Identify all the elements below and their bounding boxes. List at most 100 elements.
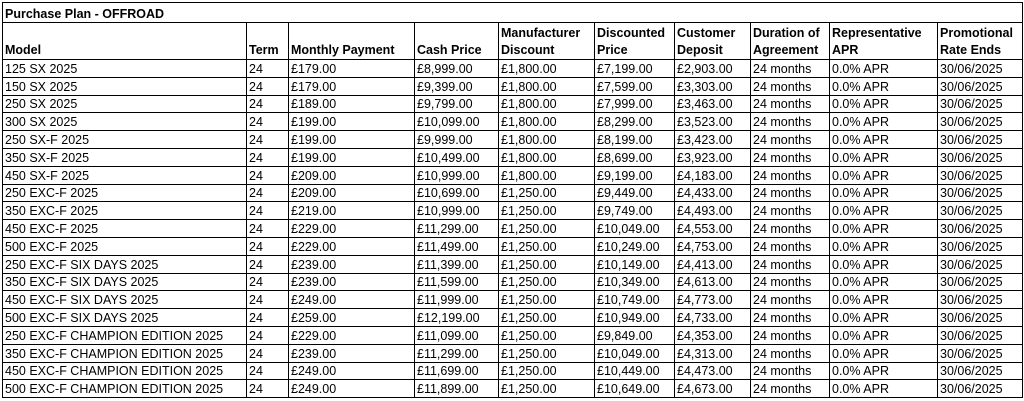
cell: £8,199.00	[594, 130, 675, 149]
cell: 24	[246, 343, 289, 363]
cell: 0.0% APR	[829, 94, 938, 114]
cell: £1,800.00	[498, 112, 595, 132]
cell: 30/06/2025	[937, 130, 1023, 149]
cell: 24	[246, 254, 289, 274]
cell: 250 SX-F 2025	[2, 130, 247, 149]
data-row: 450 SX-F 2025 24 £209.00 £10,999.00 £1,800.0…	[2, 165, 1023, 185]
cell: £4,313.00	[674, 343, 751, 363]
cell: £229.00	[288, 236, 415, 256]
data-row: 250 EXC-F SIX DAYS 2025 24 £239.00 £11,399.…	[2, 254, 1023, 274]
cell: £4,183.00	[674, 165, 751, 185]
data-row: 500 EXC-F 2025 24 £229.00 £11,499.00 £1,250.…	[2, 236, 1023, 256]
cell: £11,599.00	[414, 272, 499, 292]
cell: £1,800.00	[498, 130, 595, 149]
cell: £10,049.00	[594, 219, 675, 238]
cell: 24 months	[750, 165, 830, 185]
cell: £209.00	[288, 183, 415, 203]
cell: £1,250.00	[498, 254, 595, 274]
cell: £7,599.00	[594, 76, 675, 96]
cell: 24	[246, 59, 289, 78]
cell: £9,999.00	[414, 130, 499, 149]
cell: 30/06/2025	[937, 59, 1023, 78]
cell: 0.0% APR	[829, 76, 938, 96]
cell: £209.00	[288, 165, 415, 185]
data-row: 250 SX 2025 24 £189.00 £9,799.00 £1,800.00 £7…	[2, 94, 1023, 114]
data-row: 125 SX 2025 24 £179.00 £8,999.00 £1,800.00 £7…	[2, 59, 1023, 78]
cell: £1,250.00	[498, 183, 595, 203]
header-row: Model Term Monthly Payment Cash Price Manufa…	[2, 22, 1023, 60]
cell: 30/06/2025	[937, 308, 1023, 327]
cell: 350 SX-F 2025	[2, 147, 247, 167]
cell: 0.0% APR	[829, 183, 938, 203]
data-row: 350 EXC-F SIX DAYS 2025 24 £239.00 £11,599.…	[2, 272, 1023, 292]
cell: 500 EXC-F 2025	[2, 236, 247, 256]
cell: 0.0% APR	[829, 165, 938, 185]
cell: 24 months	[750, 290, 830, 310]
cell: 24 months	[750, 219, 830, 238]
cell: 0.0% APR	[829, 112, 938, 132]
cell: £3,923.00	[674, 147, 751, 167]
cell: 30/06/2025	[937, 76, 1023, 96]
cell: 30/06/2025	[937, 147, 1023, 167]
cell: 0.0% APR	[829, 201, 938, 221]
cell: £239.00	[288, 343, 415, 363]
cell: £11,299.00	[414, 219, 499, 238]
cell: 500 EXC-F SIX DAYS 2025	[2, 308, 247, 327]
cell: £229.00	[288, 325, 415, 345]
column-header: Cash Price	[414, 22, 499, 60]
cell: 24	[246, 130, 289, 149]
cell: 24 months	[750, 272, 830, 292]
data-row: 250 EXC-F CHAMPION EDITION 2025 24 £229.00…	[2, 325, 1023, 345]
cell: £3,463.00	[674, 94, 751, 114]
cell: 24 months	[750, 76, 830, 96]
cell: 24	[246, 272, 289, 292]
cell: £239.00	[288, 272, 415, 292]
cell: £1,250.00	[498, 201, 595, 221]
cell: 24	[246, 308, 289, 327]
cell: £8,999.00	[414, 59, 499, 78]
cell: £11,699.00	[414, 361, 499, 381]
cell: 24 months	[750, 94, 830, 114]
cell: 30/06/2025	[937, 254, 1023, 274]
data-row: 500 EXC-F SIX DAYS 2025 24 £259.00 £12,199.…	[2, 308, 1023, 327]
cell: £4,473.00	[674, 361, 751, 381]
cell: £11,099.00	[414, 325, 499, 345]
cell: £249.00	[288, 379, 415, 399]
cell: £1,250.00	[498, 219, 595, 238]
cell: 24	[246, 94, 289, 114]
cell: £199.00	[288, 130, 415, 149]
cell: £7,199.00	[594, 59, 675, 78]
column-header: Discounted Price	[594, 22, 675, 60]
cell: £1,250.00	[498, 272, 595, 292]
cell: 0.0% APR	[829, 308, 938, 327]
cell: 250 EXC-F CHAMPION EDITION 2025	[2, 325, 247, 345]
cell: 300 SX 2025	[2, 112, 247, 132]
data-row: 450 EXC-F SIX DAYS 2025 24 £249.00 £11,999.…	[2, 290, 1023, 310]
cell: 24	[246, 201, 289, 221]
cell: £11,499.00	[414, 236, 499, 256]
cell: £10,749.00	[594, 290, 675, 310]
cell: £8,699.00	[594, 147, 675, 167]
table-title: Purchase Plan - OFFROAD	[2, 2, 1023, 23]
cell: 0.0% APR	[829, 290, 938, 310]
data-row: 450 EXC-F 2025 24 £229.00 £11,299.00 £1,250.…	[2, 219, 1023, 238]
data-row: 350 SX-F 2025 24 £199.00 £10,499.00 £1,800.0…	[2, 147, 1023, 167]
cell: 350 EXC-F CHAMPION EDITION 2025	[2, 343, 247, 363]
data-row: 250 EXC-F 2025 24 £209.00 £10,699.00 £1,250.…	[2, 183, 1023, 203]
cell: 24	[246, 76, 289, 96]
cell: 24 months	[750, 361, 830, 381]
cell: 150 SX 2025	[2, 76, 247, 96]
cell: £9,449.00	[594, 183, 675, 203]
cell: £179.00	[288, 59, 415, 78]
cell: £229.00	[288, 219, 415, 238]
cell: £9,399.00	[414, 76, 499, 96]
cell: £1,250.00	[498, 325, 595, 345]
cell: £239.00	[288, 254, 415, 274]
cell: £219.00	[288, 201, 415, 221]
cell: £1,800.00	[498, 59, 595, 78]
cell: 30/06/2025	[937, 219, 1023, 238]
cell: £1,250.00	[498, 290, 595, 310]
cell: 24	[246, 290, 289, 310]
